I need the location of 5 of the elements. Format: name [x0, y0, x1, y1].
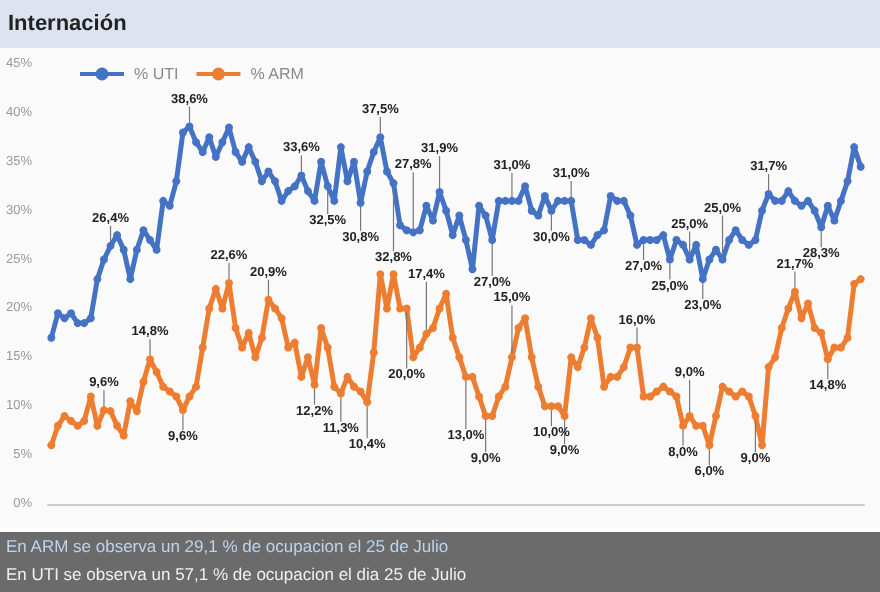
text: En UTI se observa un 57,1 % de ocupacion el dia 25 de Julio [4, 562, 469, 588]
legend-label: % UTI [134, 65, 179, 83]
text: En ARM se observa un 29,1 % de ocupacion el 25 de Julio [4, 534, 451, 560]
legend-label: % ARM [250, 65, 305, 83]
chart-title: Internación [0, 0, 880, 48]
